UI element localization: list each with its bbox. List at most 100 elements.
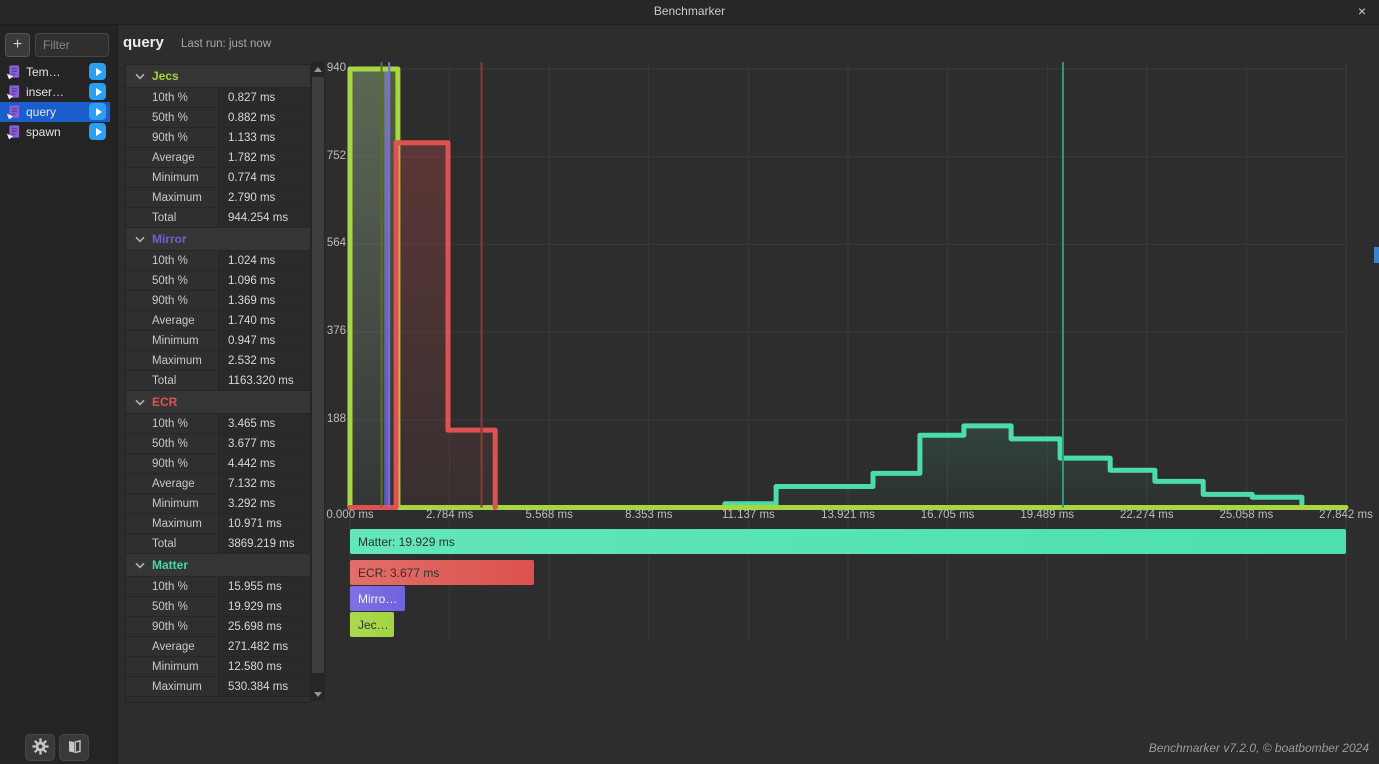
filter-input[interactable] (35, 33, 109, 57)
play-icon (95, 87, 102, 96)
script-icon (6, 64, 20, 80)
x-tick-label: 22.274 ms (1119, 509, 1174, 521)
sidebar-item-spawn[interactable]: spawn (0, 122, 110, 142)
stat-label: Average (126, 637, 219, 656)
stat-label: Maximum (126, 351, 219, 370)
benchmark-list: Tem… inser… query spawn (0, 62, 110, 142)
stat-label: 10th % (126, 414, 219, 433)
legend-bar-ecr[interactable]: ECR: 3.677 ms (350, 560, 534, 585)
x-tick-label: 2.784 ms (425, 509, 474, 521)
scroll-down-button[interactable] (311, 687, 325, 701)
stat-row: 90th % 4.442 ms (126, 454, 310, 474)
sidebar-item-query[interactable]: query (0, 102, 110, 122)
histogram-line-ecr (347, 140, 498, 510)
stat-row: 90th % 1.369 ms (126, 291, 310, 311)
chevron-down-icon (135, 236, 145, 243)
y-tick-label: 940 (326, 62, 346, 74)
stat-value: 1.096 ms (219, 271, 310, 290)
stat-label: 90th % (126, 128, 219, 147)
window-title: Benchmarker (653, 4, 726, 18)
section-name: Mirror (152, 232, 187, 246)
sidebar-item-label: query (26, 105, 57, 119)
run-button[interactable] (89, 63, 106, 80)
stat-label: 90th % (126, 617, 219, 636)
stat-value: 1.740 ms (219, 311, 310, 330)
stat-label: 50th % (126, 271, 219, 290)
scrollbar-thumb[interactable] (312, 77, 324, 673)
stat-label: Minimum (126, 168, 219, 187)
play-icon (95, 67, 102, 76)
run-button[interactable] (89, 123, 106, 140)
script-icon (6, 104, 20, 120)
x-tick-label: 27.842 ms (1319, 509, 1373, 521)
stat-label: Minimum (126, 494, 219, 513)
run-button[interactable] (89, 83, 106, 100)
stat-value: 7.132 ms (219, 474, 310, 493)
stat-label: 50th % (126, 597, 219, 616)
play-icon (95, 127, 102, 136)
stat-label: Minimum (126, 331, 219, 350)
stat-value: 3.292 ms (219, 494, 310, 513)
legend-bar-jec[interactable]: Jec… (350, 612, 394, 637)
stat-value: 1163.320 ms (219, 371, 310, 390)
stats-scrollbar[interactable] (311, 62, 325, 701)
stats-panel: Jecs 10th % 0.827 ms 50th % 0.882 ms 90th % 1.… (125, 64, 311, 703)
stat-row: Average 271.482 ms (126, 637, 310, 657)
section-header-jecs[interactable]: Jecs (126, 65, 310, 88)
stat-row: Total 3869.219 ms (126, 534, 310, 554)
section-header-mirror[interactable]: Mirror (126, 228, 310, 251)
stat-row: Average 1.740 ms (126, 311, 310, 331)
scroll-up-button[interactable] (311, 62, 325, 76)
sidebar: + Tem… inser… query spawn (0, 25, 118, 764)
stat-row: 50th % 0.882 ms (126, 108, 310, 128)
page-title: query (123, 34, 164, 51)
stat-label: Total (126, 371, 219, 390)
gear-icon (31, 737, 49, 758)
stat-row: 50th % 3.677 ms (126, 434, 310, 454)
scroll-indicator[interactable] (1374, 247, 1379, 263)
stat-label: Maximum (126, 514, 219, 533)
stat-value: 271.482 ms (219, 637, 310, 656)
stat-value: 1.133 ms (219, 128, 310, 147)
sidebar-item-tem[interactable]: Tem… (0, 62, 110, 82)
section-header-ecr[interactable]: ECR (126, 391, 310, 414)
run-button[interactable] (89, 103, 106, 120)
stat-label: 50th % (126, 108, 219, 127)
y-tick-label: 376 (326, 325, 346, 338)
arrow-down-icon (314, 691, 322, 697)
close-icon[interactable]: × (1357, 3, 1366, 19)
legend-bar-mirro[interactable]: Mirro… (350, 586, 405, 611)
version-text: Benchmarker v7.2.0, © boatbomber 2024 (1148, 741, 1369, 755)
title-bar: Benchmarker × (0, 0, 1379, 25)
stat-label: Average (126, 148, 219, 167)
stat-row: 10th % 15.955 ms (126, 577, 310, 597)
chevron-down-icon (135, 562, 145, 569)
settings-button[interactable] (25, 734, 55, 761)
section-header-matter[interactable]: Matter (126, 554, 310, 577)
stat-value: 1.782 ms (219, 148, 310, 167)
sidebar-item-inser[interactable]: inser… (0, 82, 110, 102)
x-tick-label: 13.921 ms (821, 509, 875, 521)
sidebar-item-label: spawn (26, 125, 61, 139)
stat-row: 90th % 25.698 ms (126, 617, 310, 637)
stat-row: Total 944.254 ms (126, 208, 310, 228)
x-tick-label: 0.000 ms (326, 509, 374, 521)
histogram-fill-ecr (350, 142, 496, 508)
add-benchmark-button[interactable]: + (5, 33, 30, 57)
docs-button[interactable] (59, 734, 89, 761)
stat-row: 50th % 1.096 ms (126, 271, 310, 291)
sidebar-item-label: Tem… (26, 65, 61, 79)
stat-row: Minimum 12.580 ms (126, 657, 310, 677)
stat-value: 0.774 ms (219, 168, 310, 187)
legend-bar-matter[interactable]: Matter: 19.929 ms (350, 529, 1346, 554)
y-tick-label: 752 (326, 149, 346, 162)
stat-row: Total 1163.320 ms (126, 371, 310, 391)
stat-row: 90th % 1.133 ms (126, 128, 310, 148)
stat-row: Maximum 2.532 ms (126, 351, 310, 371)
stat-value: 12.580 ms (219, 657, 310, 676)
play-icon (95, 107, 102, 116)
script-icon (6, 84, 20, 100)
stat-row: Minimum 3.292 ms (126, 494, 310, 514)
stat-row: Maximum 530.384 ms (126, 677, 310, 697)
stat-row: Average 7.132 ms (126, 474, 310, 494)
